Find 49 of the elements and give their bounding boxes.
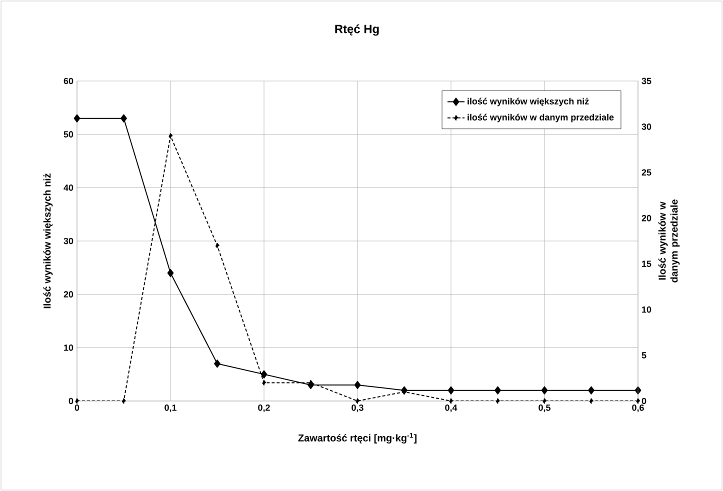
point [74, 114, 80, 122]
point [355, 398, 360, 404]
y-tick-label: 10 [64, 344, 74, 351]
point [448, 386, 454, 394]
x-tick-label: 0,2 [258, 404, 270, 412]
x-tick-label: 0,6 [632, 404, 644, 412]
x-tick-label: 0,1 [164, 404, 176, 412]
point [588, 386, 594, 394]
y2-tick-label: 30 [642, 124, 652, 130]
point [215, 242, 220, 248]
point [120, 114, 127, 122]
legend-label: ilość wyników w danym przedziale [468, 114, 614, 122]
point [214, 360, 220, 368]
y2-tick-label: 10 [642, 306, 652, 313]
y2-axis-title: Ilość wyników w danym przedziale [658, 200, 680, 282]
y2-tick-label: 5 [642, 352, 646, 358]
y-tick-label: 0 [68, 398, 74, 404]
x-tick-label: 0,4 [445, 404, 458, 412]
y-tick-label: 40 [64, 184, 74, 191]
point [448, 398, 454, 404]
point [589, 398, 594, 404]
chart-title: Rtęć Hg [335, 24, 379, 36]
y-tick-label: 20 [64, 291, 74, 298]
x-tick-label: 0 [74, 404, 80, 411]
y-tick-label: 50 [64, 131, 74, 138]
point [168, 133, 173, 139]
point [167, 268, 174, 278]
y2-tick-label: 0 [642, 398, 646, 404]
y-tick-label: 30 [64, 238, 74, 244]
point [354, 380, 361, 390]
point [74, 398, 80, 404]
point [542, 398, 547, 404]
y-axis-title: Ilość wyników większych niż [43, 174, 53, 308]
y2-tick-label: 20 [642, 214, 652, 222]
y-tick-label: 60 [64, 78, 74, 84]
point [496, 398, 500, 404]
legend-label: ilość wyników większych niż [468, 98, 589, 106]
x-tick-label: 0,5 [538, 404, 550, 412]
point [122, 398, 126, 404]
y2-tick-label: 15 [642, 260, 652, 267]
point [260, 370, 268, 378]
y2-tick-label: 35 [642, 78, 652, 84]
y2-tick-label: 25 [642, 169, 652, 176]
point [494, 386, 501, 394]
point [636, 398, 640, 404]
x-axis-title: Zawartość rtęci [mg·kg$^{-1}$] [298, 433, 416, 444]
x-tick-label: 0,3 [352, 404, 364, 412]
point [262, 380, 266, 386]
point [541, 386, 548, 394]
